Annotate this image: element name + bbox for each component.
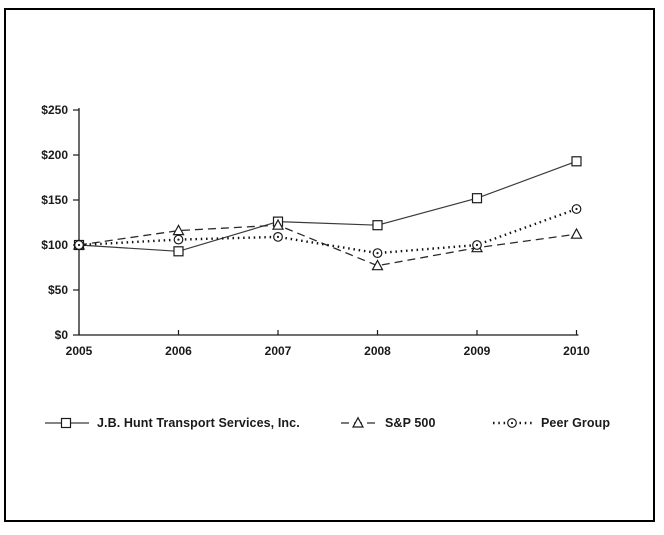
legend-marker-triangle-dashed-line-icon <box>341 416 377 428</box>
triangle-marker-icon <box>271 218 285 230</box>
y-tick-label: $0 <box>55 328 69 342</box>
y-tick-label: $50 <box>48 283 68 297</box>
circle-marker-dot-icon <box>77 243 81 247</box>
legend-item-sp500: S&P 500 <box>340 410 436 436</box>
square-marker-icon <box>471 193 483 204</box>
series-line-3 <box>78 207 577 255</box>
legend-marker-square-solid-line-icon <box>45 417 89 429</box>
legend-item-peer-group: Peer Group <box>492 410 610 436</box>
legend-marker-circle-dotted-line-icon <box>493 418 533 428</box>
circle-marker-dot-icon <box>276 235 280 238</box>
triangle-marker-icon <box>351 416 365 428</box>
y-tick-label: $250 <box>41 103 68 117</box>
legend-label-peer-group: Peer Group <box>541 416 611 430</box>
circle-marker-dot-icon <box>376 252 379 255</box>
square-marker-icon <box>173 246 184 257</box>
y-tick-label: $150 <box>41 193 68 207</box>
chart-frame: $0 $50 $100 $150 $200 $250 2005 2006 2007 2008 200… <box>4 8 655 522</box>
legend-label-sp500: S&P 500 <box>385 416 436 430</box>
performance-line-chart: $0 $50 $100 $150 $200 $250 2005 2006 2007 2008 200… <box>41 103 590 358</box>
x-tick-label: 2010 <box>563 344 590 358</box>
x-tick-label: 2005 <box>66 344 93 358</box>
circle-marker-dot-icon <box>475 243 479 247</box>
triangle-marker-icon <box>172 224 185 236</box>
triangle-marker-icon <box>570 227 583 239</box>
legend-label-jb-hunt: J.B. Hunt Transport Services, Inc. <box>97 416 300 430</box>
triangle-marker-icon <box>371 259 384 271</box>
circle-marker-dot-icon <box>575 207 578 211</box>
x-tick-label: 2007 <box>265 344 292 358</box>
chart-legend: J.B. Hunt Transport Services, Inc. S&P 5… <box>6 410 664 436</box>
x-tick-label: 2006 <box>165 344 192 358</box>
x-tick-label: 2009 <box>464 344 491 358</box>
y-tick-label: $200 <box>41 148 68 162</box>
x-tick-label: 2008 <box>364 344 391 358</box>
legend-item-jb-hunt: J.B. Hunt Transport Services, Inc. <box>44 410 300 436</box>
circle-marker-dot-icon <box>177 238 180 241</box>
circle-marker-dot-icon <box>510 421 514 425</box>
square-marker-icon <box>372 220 383 231</box>
y-tick-label: $100 <box>41 238 68 252</box>
series-line-1 <box>78 160 577 252</box>
square-marker-icon <box>571 156 582 167</box>
square-marker-icon <box>60 417 72 429</box>
